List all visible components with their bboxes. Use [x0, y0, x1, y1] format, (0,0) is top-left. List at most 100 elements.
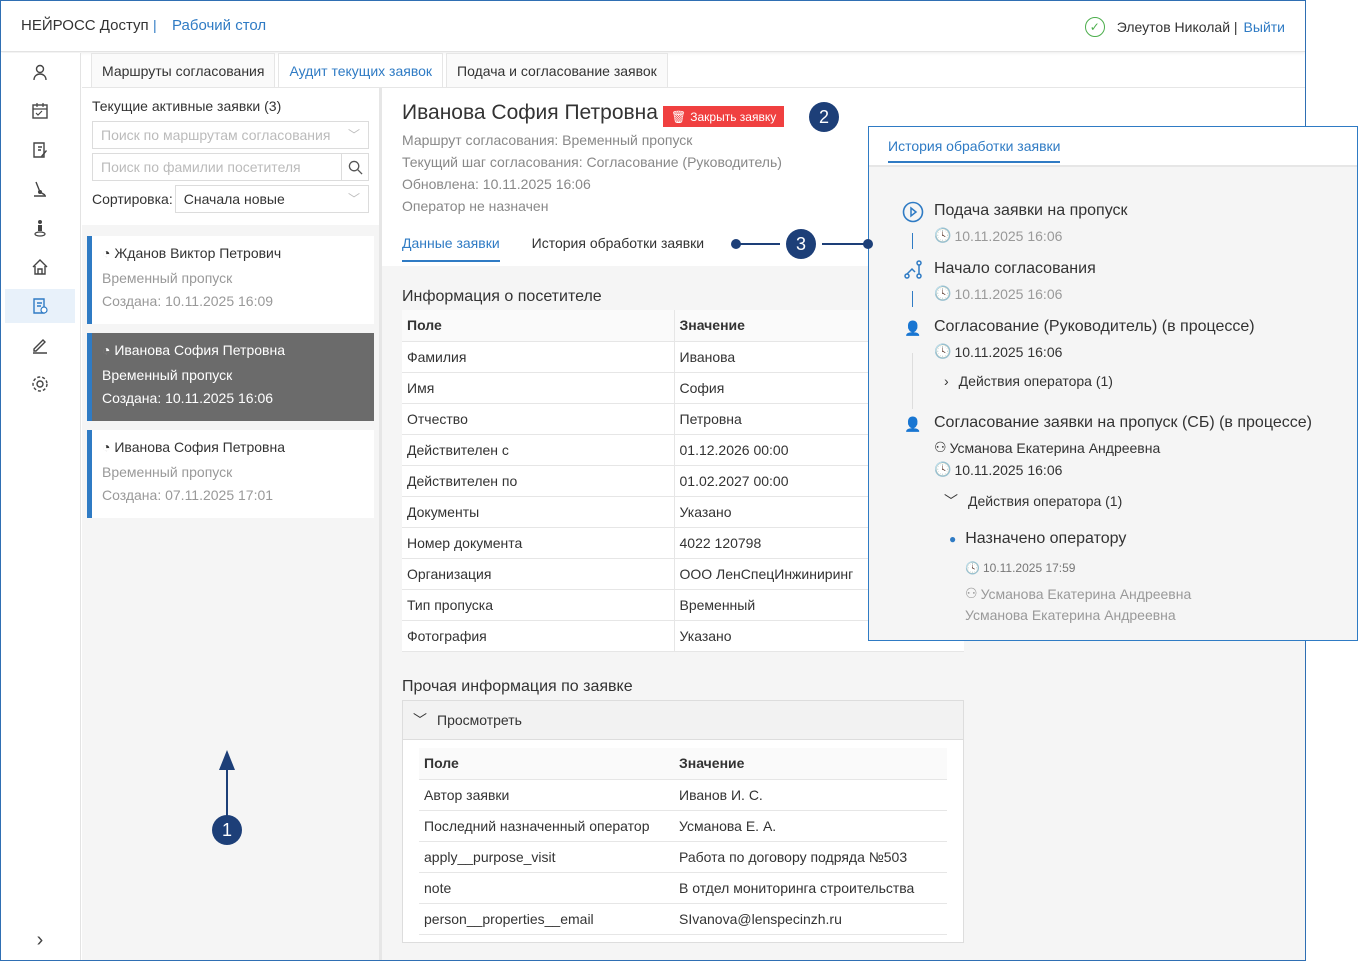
document-edit-icon	[33, 142, 47, 158]
request-name: Иванова София Петровна	[114, 342, 285, 358]
expand-sidebar-button[interactable]: ›	[5, 923, 75, 957]
person-pin-icon	[34, 220, 46, 237]
sidebar-item-person-pin[interactable]	[5, 211, 75, 245]
annotation-line	[736, 243, 780, 245]
request-list-item[interactable]: ◔ Жданов Виктор Петрович Временный пропус…	[87, 236, 374, 324]
breadcrumb-desktop[interactable]: Рабочий стол	[172, 17, 267, 34]
request-created: Создана: 10.11.2025 16:09	[102, 293, 274, 309]
tab-submit[interactable]: Подача и согласование заявок	[446, 53, 668, 88]
route-search-placeholder: Поиск по маршрутам согласования	[101, 127, 331, 143]
logout-link[interactable]: Выйти	[1243, 19, 1285, 35]
close-request-label: Закрыть заявку	[690, 109, 777, 124]
field-name: Имя	[402, 372, 675, 404]
field-value: Усманова Е. А.	[674, 810, 947, 842]
sidebar-item-document-edit[interactable]	[5, 133, 75, 167]
field-name: Отчество	[402, 403, 675, 435]
table-row: apply__purpose_visit Работа по договору п…	[419, 841, 947, 873]
sidebar-item-gear[interactable]	[5, 367, 75, 401]
search-icon[interactable]	[341, 154, 368, 180]
status-ok-icon: ✓	[1084, 17, 1105, 37]
detail-tabs: Данные заявки История обработки заявки	[402, 235, 704, 262]
panel-resizer[interactable]	[379, 88, 382, 960]
tab-routes[interactable]: Маршруты согласования	[91, 53, 276, 88]
route-search-select[interactable]: Поиск по маршрутам согласования ﹀	[92, 121, 369, 149]
view-toggle[interactable]: ﹀ Просмотреть	[403, 701, 963, 740]
sidebar-item-user[interactable]	[5, 55, 75, 89]
event-person: ⚇ Усманова Екатерина Андреевна	[965, 585, 1191, 602]
operator-actions-toggle[interactable]: ﹀ Действия оператора (1)	[944, 491, 1122, 511]
tab-audit[interactable]: Аудит текущих заявок	[278, 53, 444, 88]
column-header-field: Поле	[419, 748, 674, 780]
other-section-title: Прочая информация по заявке	[402, 678, 633, 695]
step-title: Начало согласования	[934, 260, 1096, 277]
annotation-line	[822, 243, 868, 245]
user-name: Элеутов Николай |	[1116, 19, 1238, 35]
field-value: В отдел мониторинга строительства	[674, 872, 947, 904]
sort-select[interactable]: Сначала новые ﹀	[174, 185, 369, 213]
request-list-item[interactable]: ◔ Иванова София Петровна Временный пропус…	[87, 333, 374, 421]
step-time: 🕓 10.11.2025 16:06	[934, 461, 1062, 478]
sidebar-item-home[interactable]	[5, 250, 75, 284]
user-icon	[33, 64, 47, 81]
event-time: 🕓 10.11.2025 17:59	[965, 561, 1075, 575]
annotation-dot	[863, 239, 873, 249]
field-name: Документы	[402, 496, 675, 528]
trash-icon: 🗑	[671, 109, 687, 124]
chevron-down-icon: ﹀	[944, 493, 958, 509]
sidebar-item-route[interactable]	[5, 172, 75, 206]
chevron-down-icon: ﹀	[347, 192, 360, 206]
annotation-marker-3: 3	[786, 229, 816, 259]
operator-actions-toggle[interactable]: › Действия оператора (1)	[944, 373, 1113, 389]
event-time-value: 10.11.2025 17:59	[982, 561, 1076, 575]
tab-history[interactable]: История обработки заявки	[531, 235, 705, 251]
field-name: Фотография	[402, 620, 675, 652]
home-icon	[32, 259, 48, 275]
chevron-down-icon: ﹀	[413, 712, 427, 728]
request-name: Иванова София Петровна	[114, 439, 285, 455]
column-header-value: Значение	[674, 748, 947, 780]
main-tabs: Маршруты согласования Аудит текущих заяв…	[91, 53, 671, 88]
history-tab[interactable]: История обработки заявки	[888, 138, 1061, 163]
person-icon: 👤	[904, 415, 922, 432]
table-row: note В отдел мониторинга строительства	[419, 872, 947, 904]
column-header-field: Поле	[402, 310, 675, 342]
sort-value: Сначала новые	[183, 191, 285, 207]
tab-request-data[interactable]: Данные заявки	[402, 235, 500, 262]
step-info: Текущий шаг согласования: Согласование (…	[402, 154, 782, 170]
field-name: Фамилия	[402, 341, 675, 373]
other-info-table: Поле Значение Автор заявки Иванов И. С. Посл…	[419, 748, 947, 935]
annotation-marker-1: 1	[212, 815, 242, 845]
requests-panel: Текущие активные заявки (3) Поиск по мар…	[82, 88, 379, 960]
history-icon: ◔	[102, 439, 111, 455]
divider	[82, 87, 1305, 88]
person-icon: ⚇	[965, 585, 978, 601]
sidebar-item-pen[interactable]	[5, 328, 75, 362]
step-title: Согласование (Руководитель) (в процессе)	[934, 318, 1255, 335]
request-created: Создана: 10.11.2025 16:06	[102, 390, 274, 406]
step-time: 🕓 10.11.2025 16:06	[934, 285, 1062, 302]
request-type: Временный пропуск	[102, 367, 233, 383]
requests-title: Текущие активные заявки (3)	[92, 98, 282, 114]
timeline-connector	[912, 233, 913, 249]
close-request-button[interactable]: 🗑 Закрыть заявку	[663, 106, 785, 127]
arrow-up-icon	[219, 750, 235, 770]
field-name: Автор заявки	[419, 779, 674, 811]
gear-icon	[32, 376, 48, 392]
sort-label: Сортировка:	[92, 191, 173, 207]
field-name: person__properties__email	[419, 903, 674, 935]
user-area: ✓ Элеутов Николай | Выйти	[1084, 17, 1285, 37]
timeline-connector	[912, 291, 913, 307]
field-value: SIvanova@lenspecinzh.ru	[674, 903, 947, 935]
clock-icon: 🕓	[934, 227, 952, 243]
step-time-value: 10.11.2025 16:06	[954, 227, 1063, 244]
sidebar-item-calendar[interactable]	[5, 94, 75, 128]
updated-info: Обновлена: 10.11.2025 16:06	[402, 176, 591, 192]
field-name: Действителен по	[402, 465, 675, 497]
surname-search-input[interactable]: Поиск по фамилии посетителя	[92, 153, 369, 181]
sidebar-item-request-audit[interactable]	[5, 289, 75, 323]
field-name: Номер документа	[402, 527, 675, 559]
request-list-item[interactable]: ◔ Иванова София Петровна Временный пропус…	[87, 430, 374, 518]
step-title: Подача заявки на пропуск	[934, 202, 1128, 219]
surname-search-placeholder: Поиск по фамилии посетителя	[101, 159, 301, 175]
field-name: Организация	[402, 558, 675, 590]
